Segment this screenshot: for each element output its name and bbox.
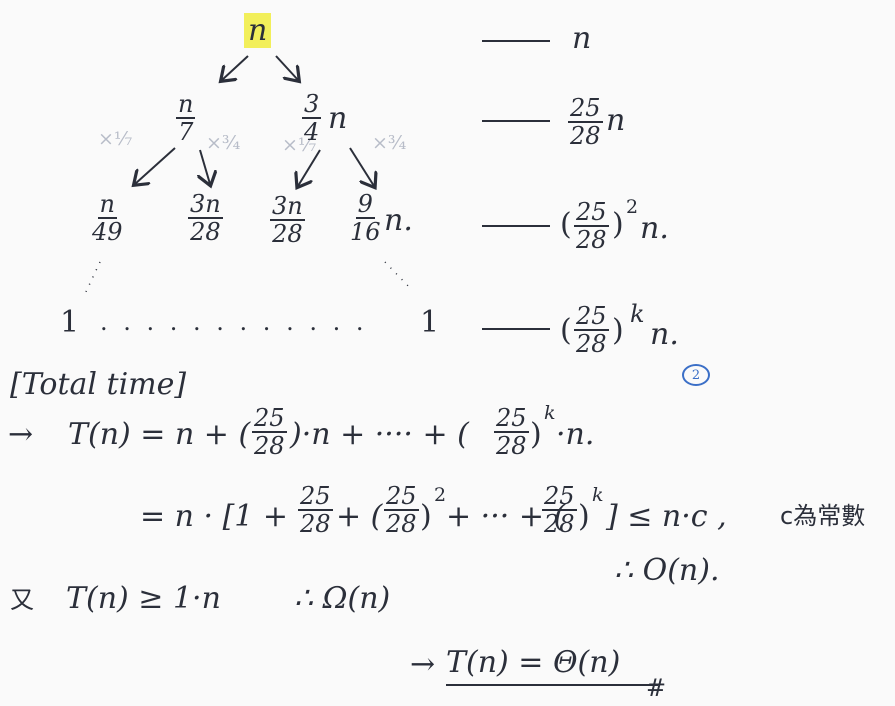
cost-dash-3 — [482, 328, 550, 330]
line2-fraction-1: 25 28 — [298, 482, 333, 538]
line2-expk: k — [592, 484, 604, 506]
cost-level-2-close: ) — [612, 207, 624, 242]
line1-lhs: T(n) = n + ( — [68, 417, 251, 452]
level1-left-fraction: n 7 — [176, 90, 196, 146]
cost-level-3-close: ) — [612, 313, 624, 348]
arrow-l1-right-b — [349, 147, 374, 186]
side-note-a: ×⅐ — [98, 128, 133, 150]
arrow-l1-left-a — [135, 147, 176, 184]
leaf-left: 1 — [60, 305, 80, 340]
line2-close-1: ) — [420, 499, 432, 534]
tree-root: n — [244, 13, 272, 48]
line1-fraction-1: 25 28 — [252, 404, 287, 460]
line1-tail: ·n. — [556, 417, 595, 452]
line2-fraction-2: 25 28 — [384, 482, 419, 538]
cost-dash-0 — [482, 40, 550, 42]
level2-node-4-suffix: n. — [384, 203, 413, 238]
arrow-root-right — [275, 55, 298, 80]
line3-expr: T(n) ≥ 1·n — [66, 581, 221, 616]
cost-dash-1 — [482, 120, 550, 122]
line1-fraction-2: 25 28 — [494, 404, 529, 460]
total-time-header: [Total time] — [10, 367, 187, 402]
therefore-O: ∴ O(n). — [614, 553, 720, 588]
cost-level-1-fraction: 25 28 — [568, 94, 603, 150]
cost-level-2-open: ( — [560, 207, 572, 242]
level2-node-1: n 49 — [92, 190, 123, 246]
cost-level-3-exp: k — [630, 300, 645, 328]
line2-plus-open: + ( — [336, 499, 383, 534]
line2-exp2: 2 — [434, 484, 447, 506]
level2-node-3: 3n 28 — [270, 192, 305, 248]
side-note-c: ×⅐ — [282, 134, 317, 156]
line1-arrow: → — [8, 417, 34, 452]
line2-mid: + ··· + ( — [446, 499, 566, 534]
circled-mark: 2 — [682, 364, 710, 386]
level2-node-4: 9 16 — [350, 190, 381, 246]
dots-left-diagonal — [83, 261, 101, 297]
final-expr: T(n) = Θ(n) — [446, 648, 659, 686]
cost-level-0: n — [572, 21, 592, 56]
line2-fraction-3: 25 28 — [542, 482, 577, 538]
cost-level-2-suffix: n. — [640, 211, 669, 246]
line1-exp: k — [544, 402, 556, 424]
cost-level-3-suffix: n. — [650, 317, 679, 352]
line3-prefix: 又 — [10, 586, 34, 614]
dots-right-diagonal — [384, 261, 413, 291]
line2-start: = n · [1 + — [140, 499, 289, 534]
cost-level-3-fraction: 25 28 — [574, 302, 609, 358]
arrow-root-left — [222, 55, 249, 80]
level1-right-fraction: 3 4 — [302, 90, 322, 146]
level1-right-suffix: n — [328, 101, 348, 136]
level2-node-2: 3n 28 — [188, 190, 223, 246]
line1-close: ) — [530, 417, 542, 452]
line2-note: c為常數 — [780, 502, 866, 530]
side-note-d: ×¾ — [372, 132, 407, 154]
side-note-b: ×¾ — [206, 132, 241, 154]
leaf-right: 1 — [420, 305, 440, 340]
line2-tail: ] ≤ n·c , — [606, 499, 727, 534]
cost-dash-2 — [482, 225, 550, 227]
arrow-l1-right-a — [298, 149, 321, 186]
arrow-l1-left-b — [200, 149, 210, 184]
line3-conclusion: ∴ Ω(n) — [294, 581, 391, 616]
cost-level-1-suffix: n — [606, 103, 626, 138]
line1-mid: )·n + ···· + ( — [290, 417, 469, 452]
cost-level-3-open: ( — [560, 313, 572, 348]
final-mark: # — [646, 674, 667, 702]
cost-level-2-fraction: 25 28 — [574, 198, 609, 254]
cost-level-2-exp: 2 — [626, 196, 639, 218]
line2-close-2: ) — [578, 499, 590, 534]
leaf-dots: . . . . . . . . . . . . — [100, 308, 368, 336]
final-arrow: → — [410, 647, 436, 682]
